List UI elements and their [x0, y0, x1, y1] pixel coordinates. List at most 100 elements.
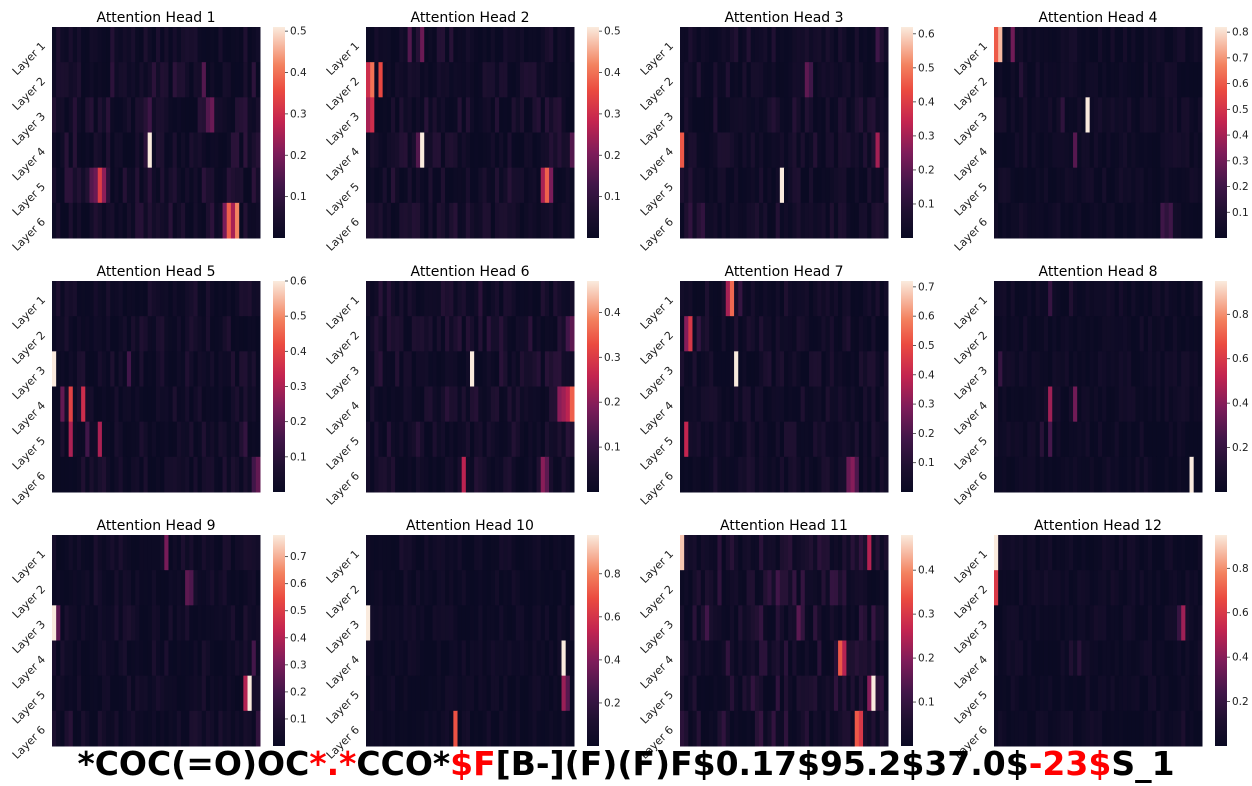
heatmap-cell: [1010, 710, 1016, 747]
heatmap-cell: [97, 62, 103, 98]
heatmap-cell: [424, 710, 429, 747]
heatmap-cell: [1023, 316, 1028, 352]
heatmap-cell: [93, 386, 99, 423]
heatmap-cell: [486, 202, 492, 239]
heatmap-cell: [779, 97, 785, 133]
heatmap-cell: [1060, 421, 1066, 458]
heatmap-cell: [519, 202, 525, 239]
heatmap-cell: [465, 605, 471, 641]
heatmap-cell: [1156, 456, 1161, 493]
heatmap-cell: [1156, 675, 1161, 712]
heatmap-cell: [817, 640, 822, 677]
heatmap-cell: [193, 535, 199, 571]
heatmap-cell: [846, 605, 852, 641]
heatmap-cell: [746, 316, 752, 352]
heatmap-cell: [709, 27, 714, 63]
heatmap-cell: [680, 132, 685, 169]
heatmap-cell: [557, 640, 563, 677]
heatmap-cell: [734, 570, 739, 606]
heatmap-cell: [721, 535, 727, 571]
heatmap-cell: [1093, 27, 1099, 63]
heatmap-cell: [804, 535, 810, 571]
heatmap-cell: [704, 62, 710, 98]
heatmap-cell: [474, 202, 479, 239]
heatmap-cell: [515, 351, 521, 387]
heatmap-cell: [846, 710, 852, 747]
heatmap-cell: [193, 675, 199, 712]
heatmap-cell: [838, 535, 843, 571]
heatmap-cell: [515, 167, 521, 204]
heatmap-cell: [1147, 202, 1153, 239]
heatmap-cell: [1164, 570, 1170, 606]
colorbar-tick-label: 0.2: [918, 428, 935, 440]
heatmap-cell: [998, 167, 1003, 204]
heatmap-cell: [114, 386, 120, 423]
heatmap-cell: [172, 710, 178, 747]
heatmap-cell: [189, 640, 194, 677]
heatmap-cell: [449, 456, 454, 493]
heatmap-cell: [411, 640, 417, 677]
heatmap-cell: [1089, 62, 1095, 98]
heatmap-cell: [1189, 605, 1195, 641]
heatmap-cell: [754, 62, 760, 98]
heatmap-cell: [147, 167, 153, 204]
heatmap-cell: [218, 710, 224, 747]
heatmap-cell: [160, 27, 165, 63]
colorbar-tick-label: 0.1: [290, 451, 307, 463]
heatmap-cell: [754, 97, 760, 133]
heatmap-cell: [759, 605, 764, 641]
heatmap-cell: [536, 132, 542, 169]
heatmap-cell: [688, 27, 693, 63]
heatmap-cell: [779, 132, 785, 169]
heatmap-cell: [700, 351, 706, 387]
heatmap-cell: [93, 535, 99, 571]
heatmap-cell: [553, 132, 558, 169]
heatmap-cell: [1118, 316, 1124, 352]
heatmap-cell: [494, 351, 500, 387]
heatmap-cell: [532, 535, 538, 571]
heatmap-cell: [403, 421, 409, 458]
heatmap-cell: [399, 386, 404, 423]
heatmap-cell: [226, 421, 232, 458]
heatmap-cell: [1181, 640, 1186, 677]
heatmap-cell: [704, 535, 710, 571]
heatmap-cell: [1189, 132, 1195, 169]
heatmap-cell: [122, 132, 128, 169]
heatmap-cell: [370, 570, 375, 606]
heatmap-cell: [879, 456, 885, 493]
heatmap-cell: [1127, 640, 1132, 677]
heatmap-cell: [235, 675, 240, 712]
heatmap-cell: [76, 605, 82, 641]
colorbar-tick-label: 0.1: [290, 713, 307, 725]
heatmap-cell: [230, 316, 236, 352]
heatmap-cell: [1181, 62, 1186, 98]
heatmap-cell: [817, 570, 822, 606]
heatmap-cell: [1197, 605, 1203, 641]
heatmap-cell: [399, 570, 404, 606]
heatmap-cell: [1168, 202, 1174, 239]
heatmap-cell: [850, 27, 856, 63]
heatmap-cell: [688, 351, 693, 387]
heatmap-cell: [804, 316, 810, 352]
heatmap-cell: [1110, 202, 1116, 239]
heatmap-cell: [729, 316, 735, 352]
heatmap-cell: [185, 535, 190, 571]
heatmap-cell: [490, 167, 496, 204]
heatmap-cell: [804, 132, 810, 169]
heatmap-cell: [482, 316, 488, 352]
heatmap-cell: [482, 710, 488, 747]
heatmap-cell: [854, 97, 860, 133]
heatmap-cell: [56, 456, 61, 493]
heatmap-cell: [511, 351, 517, 387]
heatmap-cell: [68, 710, 74, 747]
colorbar-tick-label: 0.3: [290, 108, 307, 120]
heatmap-cell: [709, 316, 714, 352]
heatmap-cell: [804, 97, 810, 133]
heatmap-cell: [101, 316, 107, 352]
heatmap-cell: [399, 27, 404, 63]
heatmap-cell: [1018, 97, 1024, 133]
heatmap-cell: [499, 570, 504, 606]
heatmap-cell: [197, 605, 203, 641]
heatmap-cell: [867, 202, 872, 239]
heatmap-cell: [139, 316, 145, 352]
